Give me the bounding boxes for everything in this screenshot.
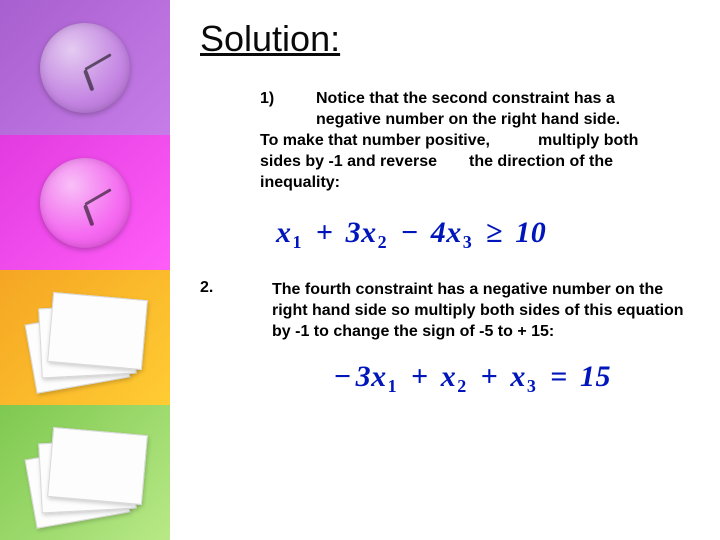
tile-papers-orange xyxy=(0,270,170,405)
slide-content: Solution: 1)Notice that the second const… xyxy=(200,18,700,423)
paper-stack-icon xyxy=(20,288,150,388)
decorative-sidebar xyxy=(0,0,170,540)
step-2: 2. The fourth constraint has a negative … xyxy=(200,279,700,342)
formula-1: x1 + 3x2 − 4x3 ≥ 10 xyxy=(276,216,700,253)
step-2-text: The fourth constraint has a negative num… xyxy=(272,279,700,342)
clock-icon xyxy=(40,23,130,113)
tile-clock-purple xyxy=(0,0,170,135)
slide-title: Solution: xyxy=(200,18,700,60)
paper-stack-icon xyxy=(20,423,150,523)
clock-icon xyxy=(40,158,130,248)
tile-papers-green xyxy=(0,405,170,540)
formula-2: −3x1 + x2 + x3 = 15 xyxy=(330,360,700,397)
step-1-text: 1)Notice that the second constraint has … xyxy=(260,88,690,194)
step-2-number: 2. xyxy=(200,279,272,342)
tile-clock-magenta xyxy=(0,135,170,270)
step-1-number: 1) xyxy=(260,88,316,109)
